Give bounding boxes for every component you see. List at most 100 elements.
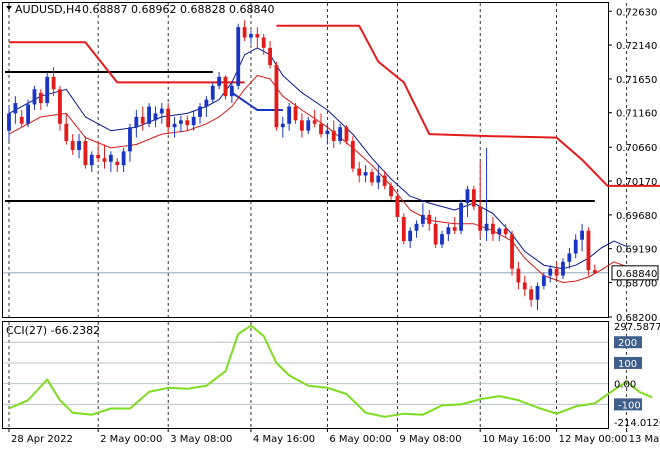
candle-body [45, 76, 50, 104]
candle-body [147, 106, 151, 124]
candle-body [70, 141, 75, 150]
candle-body [401, 216, 406, 242]
resistance-line [276, 24, 660, 187]
candle-body [293, 106, 298, 121]
candle-body [370, 172, 374, 183]
candle-body [338, 127, 343, 142]
candle-body [38, 92, 43, 104]
time-tick-label: 13 May 08:00 [629, 434, 660, 445]
cci-tick-label: -214.0126 [614, 418, 660, 429]
price-tick-label: 0.70170 [616, 177, 657, 188]
candle-body [51, 76, 56, 90]
time-tick-label: 9 May 08:00 [399, 434, 461, 445]
time-tick-label: 2 May 00:00 [100, 434, 162, 445]
candle-body [465, 189, 470, 204]
candle-body [306, 120, 311, 131]
candle-body [376, 175, 381, 183]
candle-body [255, 34, 260, 38]
candle-body [497, 228, 502, 235]
candle-body [249, 34, 253, 38]
candle-body [541, 275, 546, 286]
ohlc-values: 0.68887 0.68962 0.68828 0.68840 [82, 3, 274, 16]
time-tick-label: 4 May 16:00 [253, 434, 315, 445]
cci-level-tag [614, 356, 642, 369]
candle-body [96, 154, 101, 159]
candle-body [217, 76, 222, 86]
candle-body [567, 253, 572, 262]
time-tick-label: 6 May 00:00 [329, 434, 391, 445]
candle-body [19, 116, 24, 124]
candle-body [459, 203, 464, 231]
candle-body [516, 268, 521, 283]
cci-line [8, 324, 653, 418]
candle-body [325, 130, 330, 135]
candle-body [484, 223, 489, 231]
candle-body [478, 206, 483, 231]
candle-body [420, 214, 425, 224]
cci-tick-label: 100 [618, 359, 637, 370]
candle-body [357, 168, 362, 176]
candle-body [261, 37, 266, 48]
price-tick-label: 0.72140 [616, 41, 657, 52]
candles [7, 20, 597, 311]
price-tick-label: 0.71650 [616, 75, 657, 86]
candle-body [242, 27, 247, 38]
cci-panel-frame [2, 321, 609, 429]
time-tick-label: 28 Apr 2022 [11, 434, 73, 445]
candle-body [115, 161, 120, 166]
candle-body [312, 120, 317, 124]
candle-body [102, 158, 107, 162]
candle-body [64, 123, 69, 142]
candle-body [440, 234, 444, 245]
candle-body [198, 106, 202, 117]
candle-body [7, 113, 11, 131]
candle-body [166, 108, 171, 128]
candle-body [344, 127, 349, 142]
candle-body [128, 127, 132, 152]
price-tick-label: 0.69190 [616, 245, 657, 256]
collapse-triangle-icon[interactable] [6, 6, 12, 10]
cci-tick-label: 200 [618, 338, 637, 349]
candle-body [210, 85, 215, 100]
candle-body [446, 227, 451, 235]
candle-body [121, 151, 126, 166]
candle-body [140, 116, 145, 124]
candle-body [573, 239, 578, 254]
price-tick-label: 0.68200 [616, 313, 657, 324]
candle-body [529, 289, 534, 300]
candle-body [134, 116, 139, 128]
candle-body [592, 270, 597, 273]
support-line [231, 91, 283, 111]
candle-body [26, 104, 31, 124]
candle-body [554, 268, 559, 276]
candle-body [204, 99, 209, 107]
candle-body [229, 85, 234, 97]
candle-body [280, 123, 285, 128]
candle-body [580, 230, 584, 240]
current-price-label: 0.68840 [616, 269, 657, 280]
candle-body [236, 27, 241, 86]
time-tick-label: 10 May 16:00 [482, 434, 551, 445]
candle-body [491, 223, 495, 235]
candle-body [287, 106, 292, 124]
candle-body [268, 47, 272, 66]
cci-tick-label: -100 [618, 400, 641, 411]
time-tick-label: 12 May 00:00 [559, 434, 628, 445]
price-tick-label: 0.71160 [616, 109, 657, 120]
candle-body [159, 108, 164, 114]
candle-body [331, 130, 336, 142]
candle-body [427, 214, 432, 224]
candle-body [58, 89, 62, 124]
current-price-tag [611, 265, 659, 281]
price-tick-label: 0.68700 [616, 278, 657, 289]
candle-body [414, 223, 419, 231]
candle-body [408, 230, 413, 242]
candle-body [223, 76, 228, 97]
price-axis: 0.72630 0.72140 0.71650 0.71160 0.70660 0.701… [608, 7, 659, 324]
time-axis: 28 Apr 2022 2 May 00:00 3 May 08:00 4 May 1… [8, 428, 660, 445]
candle-body [299, 120, 304, 131]
cci-lines [8, 324, 653, 418]
cci-level-tag [614, 336, 642, 349]
candle-body [389, 185, 393, 197]
